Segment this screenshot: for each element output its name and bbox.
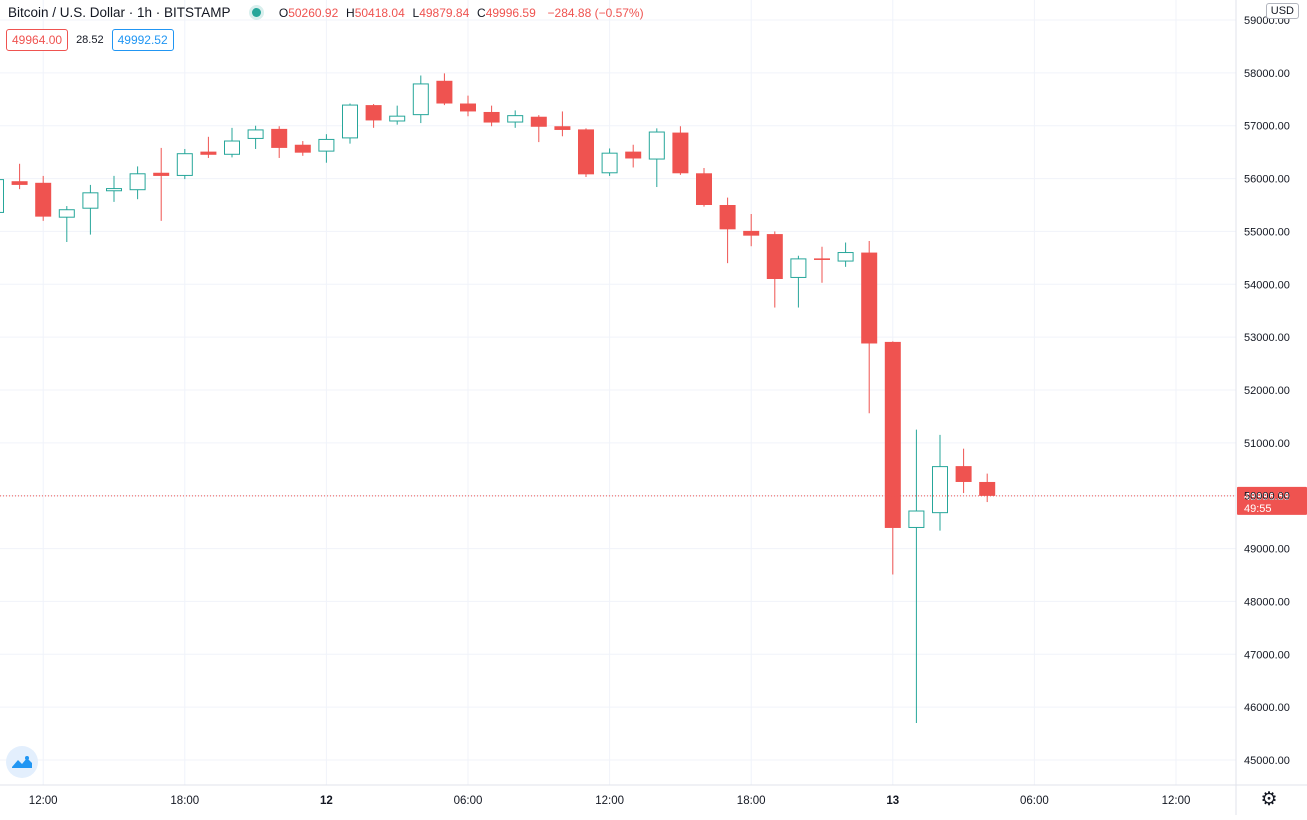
y-tick-label: 53000.00 xyxy=(1244,332,1290,344)
candle-body-down xyxy=(743,230,760,236)
y-tick-label: 54000.00 xyxy=(1244,279,1290,291)
currency-button[interactable]: USD xyxy=(1265,3,1299,19)
candle-body-up xyxy=(648,131,665,160)
grid xyxy=(0,0,1236,785)
candle-body-up xyxy=(129,173,146,191)
candle-body-up xyxy=(318,138,335,152)
x-tick-label: 13 xyxy=(886,795,899,807)
sell-price-button[interactable]: 49964.00 xyxy=(6,29,69,51)
last-price-tag xyxy=(1237,486,1307,515)
candle-body-up xyxy=(908,510,925,528)
y-tick-label: 48000.00 xyxy=(1244,596,1290,608)
y-tick-label: 52000.00 xyxy=(1244,385,1290,397)
x-tick-label: 06:00 xyxy=(1020,795,1049,807)
legend-header: Bitcoin / U.S. Dollar · 1h · BITSTAMP O5… xyxy=(8,5,644,20)
open-label: O xyxy=(278,6,289,20)
candle-body-down xyxy=(483,111,500,123)
candle-body-down xyxy=(11,181,28,185)
buy-price-button[interactable]: 49992.52 xyxy=(111,29,174,51)
candle-body-up xyxy=(82,192,99,209)
high-value: 50418.04 xyxy=(354,6,405,20)
y-tick-label: 51000.00 xyxy=(1244,438,1290,450)
gear-icon[interactable]: ⚙ xyxy=(1260,789,1278,810)
candle-body-down xyxy=(696,173,712,205)
quote-row: 49964.00 28.52 49992.52 xyxy=(6,29,174,51)
y-tick-label: 50000.00 xyxy=(1244,491,1290,503)
last-price-tag-value: 49996.59 xyxy=(1244,491,1290,503)
candle-body-up xyxy=(412,83,429,116)
candle-body-down xyxy=(861,252,878,344)
candle-body-down xyxy=(979,481,996,496)
candle-body-down xyxy=(436,80,453,104)
candle-body-down xyxy=(271,128,288,148)
candle-body-down xyxy=(672,132,689,174)
candle-body-down xyxy=(153,172,170,176)
x-tick-label: 06:00 xyxy=(454,795,483,807)
x-tick-label: 12:00 xyxy=(595,795,624,807)
candle-body-up xyxy=(224,140,240,155)
change-value: −284.88 (−0.57%) xyxy=(547,6,644,20)
candle-body-up xyxy=(507,115,524,123)
candle-body-up xyxy=(247,129,264,139)
candle-body-up xyxy=(601,152,618,174)
low-value: 49879.84 xyxy=(419,6,470,20)
open-value: 50260.92 xyxy=(288,6,339,20)
candle-body-up xyxy=(389,115,406,122)
candle-body-down xyxy=(365,105,382,121)
candle-body-down xyxy=(814,258,830,260)
x-tick-label: 18:00 xyxy=(170,795,199,807)
close-value: 49996.59 xyxy=(485,6,536,20)
y-tick-label: 57000.00 xyxy=(1244,121,1290,133)
market-open-dot-icon xyxy=(252,8,262,17)
y-tick-label: 47000.00 xyxy=(1244,649,1290,661)
x-tick-label: 12 xyxy=(320,795,333,807)
y-tick-label: 45000.00 xyxy=(1244,755,1290,767)
candle-body-down xyxy=(460,103,476,112)
last-price-countdown: 49:55 xyxy=(1244,503,1272,515)
candle-body-up xyxy=(106,188,122,192)
x-tick-label: 12:00 xyxy=(29,795,58,807)
candle-body-down xyxy=(955,466,972,482)
candle-body-down xyxy=(884,341,901,528)
close-label: C xyxy=(477,6,486,20)
candle-body-up xyxy=(932,466,948,514)
high-label: H xyxy=(346,6,355,20)
x-tick-label: 18:00 xyxy=(737,795,766,807)
y-tick-label: 49000.00 xyxy=(1244,544,1290,556)
spread-value: 28.52 xyxy=(76,34,104,46)
candle-body-up xyxy=(790,258,807,278)
candle-body-down xyxy=(200,151,217,155)
candle-body-down xyxy=(719,205,736,230)
candle-body-down xyxy=(294,144,311,153)
candle-body-up xyxy=(342,104,358,139)
candle-body-up xyxy=(58,209,75,218)
y-tick-label: 56000.00 xyxy=(1244,174,1290,186)
candle-body-down xyxy=(530,116,547,127)
symbol-title[interactable]: Bitcoin / U.S. Dollar · 1h · BITSTAMP xyxy=(8,5,231,20)
candle-body-up xyxy=(0,179,4,213)
candle-body-down xyxy=(766,234,783,279)
candle-body-down xyxy=(554,126,571,130)
candle-body-down xyxy=(578,129,594,175)
low-label: L xyxy=(412,6,420,20)
candle-body-up xyxy=(837,252,854,262)
y-tick-label: 46000.00 xyxy=(1244,702,1290,714)
candle-body-up xyxy=(176,153,193,176)
candle-body-down xyxy=(35,182,52,217)
candles xyxy=(0,73,996,723)
x-tick-label: 12:00 xyxy=(1162,795,1191,807)
y-tick-label: 55000.00 xyxy=(1244,226,1290,238)
y-tick-label: 58000.00 xyxy=(1244,68,1290,80)
candle-body-down xyxy=(625,151,642,159)
tradingview-logo-icon[interactable] xyxy=(6,746,38,778)
